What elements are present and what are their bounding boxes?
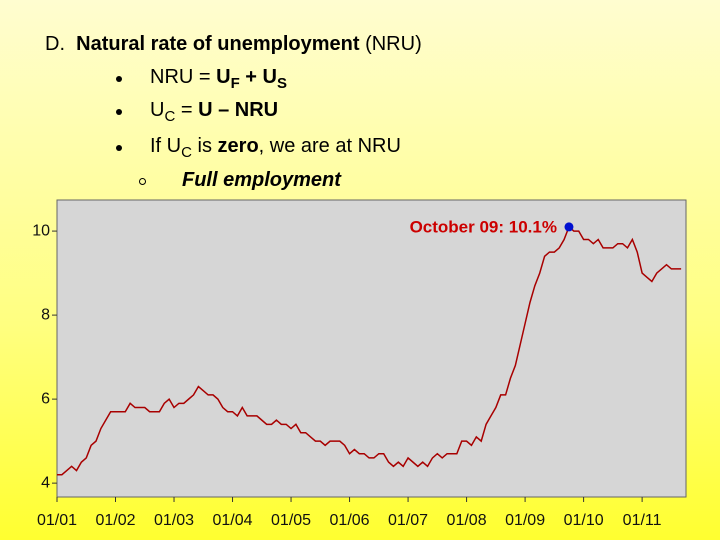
y-tick-label: 10 — [32, 222, 50, 239]
x-tick-label: 01/09 — [505, 512, 545, 529]
bullet-text: NRU = UF + US — [150, 66, 287, 92]
text-run: U – NRU — [198, 99, 279, 121]
text-run: = — [175, 99, 199, 121]
sub-bullet: Full employment — [182, 169, 341, 191]
bullet — [116, 109, 122, 115]
text-run: U — [150, 99, 165, 121]
plot-area — [56, 199, 687, 498]
text-run: S — [277, 75, 288, 92]
x-tick-label: 01/08 — [447, 512, 487, 529]
bullet-text: If UC is zero, we are at NRU — [150, 135, 401, 161]
bullet — [116, 145, 122, 151]
text-run: + U — [239, 66, 277, 88]
x-tick-label: 01/11 — [623, 512, 662, 529]
annotation: October 09: 10.1% — [410, 217, 557, 236]
x-tick-label: 01/05 — [271, 512, 311, 529]
x-tick-label: 01/03 — [154, 512, 194, 529]
x-tick-label: 01/01 — [37, 512, 77, 529]
text-run: D. — [45, 33, 77, 55]
text-run: U — [216, 66, 231, 88]
x-tick-label: 01/04 — [213, 512, 253, 529]
bullet — [116, 76, 122, 82]
text-run: C — [164, 108, 176, 125]
x-tick-label: 01/10 — [564, 512, 604, 529]
highlight-point — [564, 222, 574, 232]
x-tick-label: 01/07 — [388, 512, 428, 529]
line — [57, 225, 682, 476]
text-run: Natural rate of unemployment — [76, 33, 360, 55]
text-run: C — [181, 144, 192, 161]
text-run: (NRU) — [359, 33, 422, 55]
text-run: is — [191, 135, 218, 157]
y-tick-label: 8 — [41, 306, 50, 323]
x-tick-label: 01/06 — [330, 512, 370, 529]
text-run: NRU = — [150, 66, 217, 88]
y-tick-label: 4 — [41, 474, 50, 491]
text-run: If U — [150, 135, 182, 157]
bullet-text: UC = U – NRU — [150, 99, 278, 125]
heading: D. Natural rate of unemployment (NRU) — [45, 33, 422, 56]
text-run: F — [230, 75, 240, 92]
x-tick-label: 01/02 — [95, 512, 135, 529]
text-run: zero — [217, 135, 259, 157]
y-tick-label: 6 — [41, 390, 50, 407]
text-run: , we are at NRU — [258, 135, 401, 157]
sub-bullet-mark — [139, 178, 146, 185]
